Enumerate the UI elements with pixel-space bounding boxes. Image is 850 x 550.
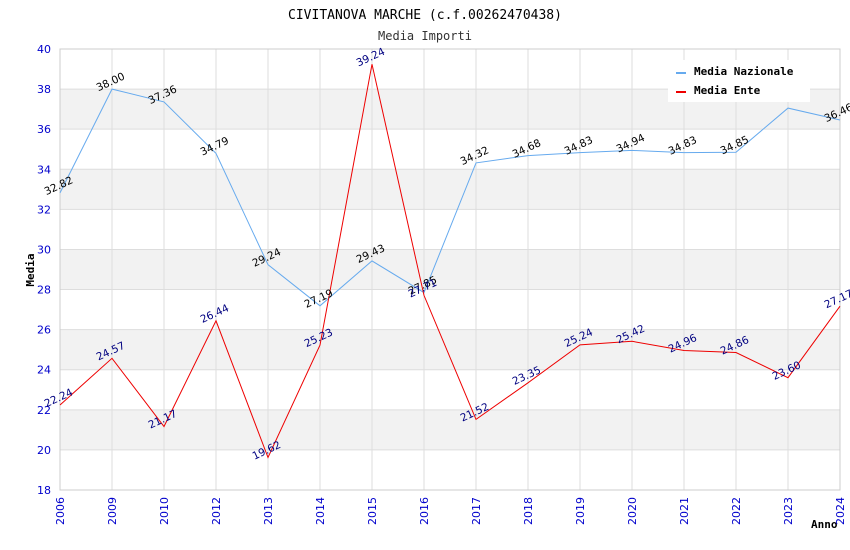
- background-band: [60, 249, 840, 290]
- x-tick-label: 2020: [626, 497, 639, 525]
- background-band: [60, 449, 840, 490]
- x-tick-label: 2013: [262, 497, 275, 525]
- x-tick-label: 2024: [834, 497, 847, 525]
- legend-label-ente: Media Ente: [694, 84, 761, 97]
- y-axis-title: Media: [24, 253, 37, 286]
- y-tick-label: 40: [37, 43, 51, 56]
- legend-background: [668, 60, 810, 102]
- y-tick-label: 32: [37, 203, 51, 216]
- plot-border: [59, 48, 841, 491]
- background-band: [60, 209, 840, 250]
- background-band: [60, 369, 840, 410]
- x-tick-label: 2019: [574, 497, 587, 525]
- y-tick-label: 24: [37, 364, 51, 377]
- x-tick-label: 2016: [418, 497, 431, 525]
- x-axis-title: Anno: [811, 518, 838, 531]
- x-tick-label: 2012: [210, 497, 223, 525]
- y-tick-label: 36: [37, 123, 51, 136]
- x-tick-label: 2023: [782, 497, 795, 525]
- background-band: [60, 169, 840, 210]
- y-tick-label: 34: [37, 163, 51, 176]
- background-band: [60, 409, 840, 450]
- series-lines: [59, 64, 841, 459]
- x-tick-label: 2021: [678, 497, 691, 525]
- legend: Media Nazionale Media Ente: [668, 60, 810, 102]
- y-tick-label: 38: [37, 83, 51, 96]
- legend-label-nazionale: Media Nazionale: [694, 65, 794, 78]
- y-tick-label: 18: [37, 484, 51, 497]
- x-tick-label: 2015: [366, 497, 379, 525]
- chart-subtitle: Media Importi: [378, 29, 472, 43]
- plot-background: [60, 49, 840, 490]
- x-tick-label: 2006: [54, 497, 67, 525]
- background-band: [60, 289, 840, 330]
- chart-title: CIVITANOVA MARCHE (c.f.00262470438): [288, 8, 562, 23]
- series-line-ente: [59, 64, 841, 459]
- y-tick-label: 28: [37, 284, 51, 297]
- y-tick-label: 30: [37, 243, 51, 256]
- y-tick-label: 22: [37, 404, 51, 417]
- plot-frame: [59, 48, 841, 491]
- x-tick-label: 2022: [730, 497, 743, 525]
- x-tick-label: 2010: [158, 497, 171, 525]
- y-axis-ticks: 18 20 22 24 26 28 30 32 34 36 38 40: [37, 43, 51, 497]
- background-band: [60, 129, 840, 170]
- x-tick-label: 2018: [522, 497, 535, 525]
- series-line-nazionale: [59, 88, 841, 307]
- x-axis-ticks: 2006 2009 2010 2012 2013 2014 2015 2016 2017 2018…: [54, 497, 847, 525]
- background-band: [60, 329, 840, 370]
- x-tick-label: 2017: [470, 497, 483, 525]
- x-tick-label: 2009: [106, 497, 119, 525]
- y-tick-label: 20: [37, 444, 51, 457]
- x-tick-label: 2014: [314, 497, 327, 525]
- y-tick-label: 26: [37, 324, 51, 337]
